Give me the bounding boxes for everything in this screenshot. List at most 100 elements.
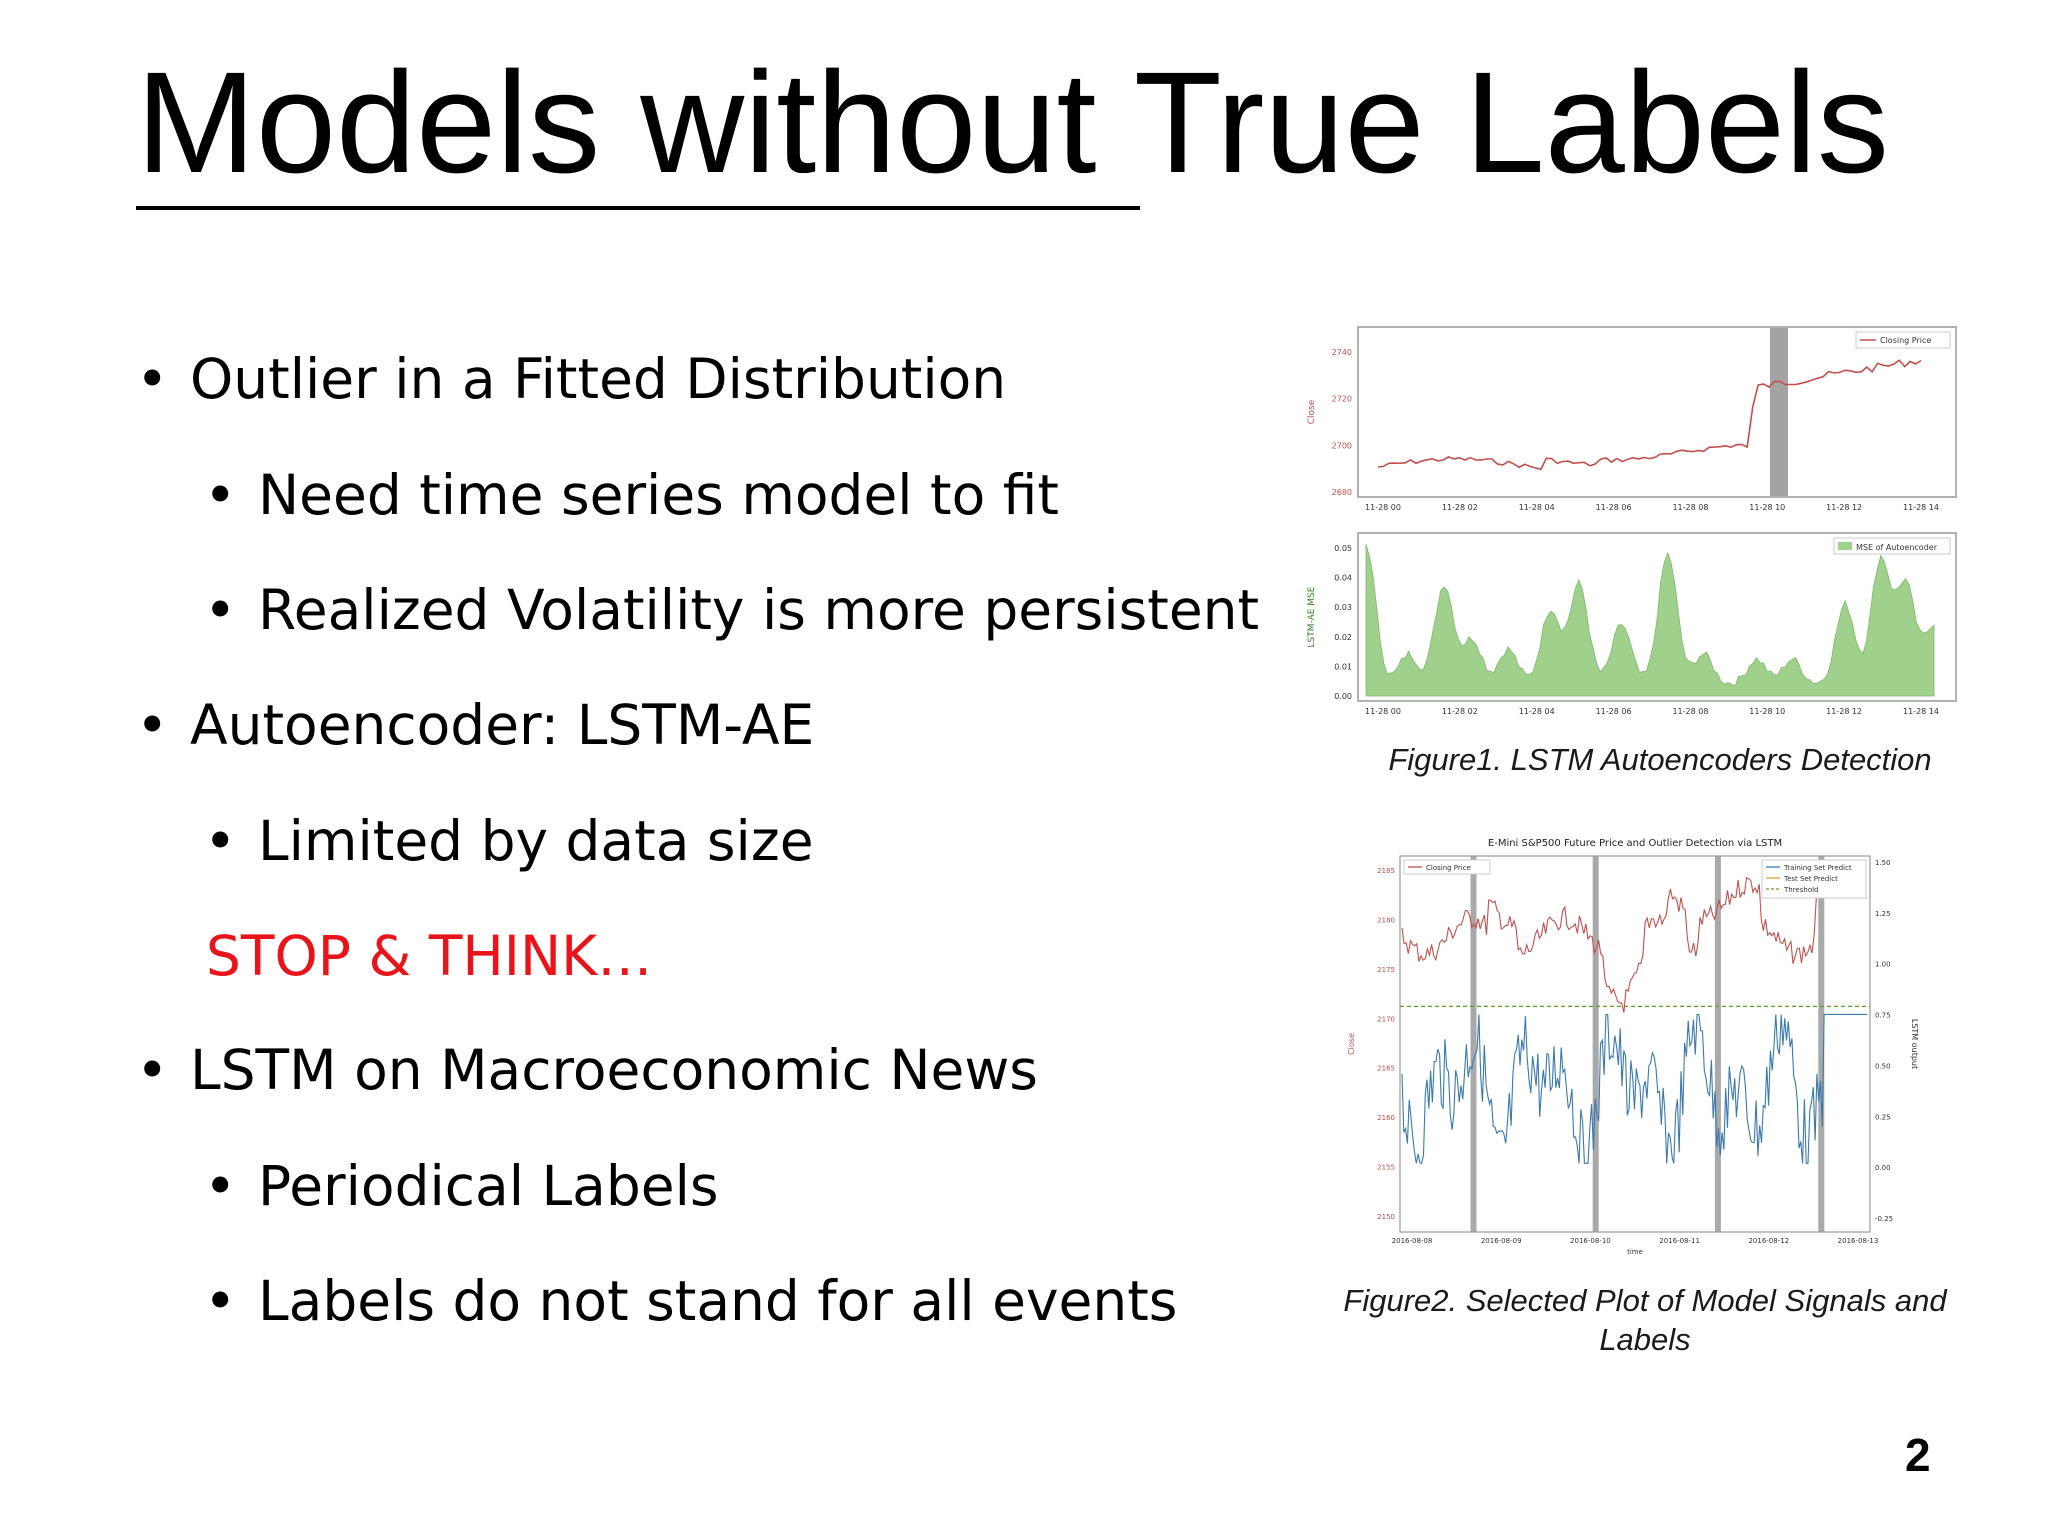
chart-title: E-Mini S&P500 Future Price and Outlier D… [1488,838,1782,849]
legend-label: MSE of Autoencoder [1856,543,1938,552]
legend-label: Training Set Predict [1783,864,1852,872]
x-tick-label: 2016-08-13 [1838,1237,1879,1245]
y-tick-label: 2740 [1332,348,1352,357]
bullet-text: Outlier in a Fitted Distribution [190,347,1007,411]
bullet-dot-icon: • [204,578,237,642]
y-tick-label: 2680 [1332,488,1352,497]
y-tick-label-left: 2150 [1377,1213,1395,1221]
y-tick-label-right: 0.25 [1875,1113,1891,1121]
label-band [1818,856,1825,1232]
x-tick-label: 11-28 04 [1519,707,1555,716]
slide-title: Models without True Labels [136,42,1889,203]
bullet-dot-icon: • [204,1269,237,1333]
figure1-caption: Figure1. LSTM Autoencoders Detection [1388,742,1932,777]
label-band [1714,856,1721,1232]
x-tick-label: 2016-08-09 [1481,1237,1522,1245]
legend-box [1855,331,1951,349]
figure1-image: 2740 2720 2700 2680 Close Closing Price 11-28 … [1300,305,2020,735]
bullet-text: Periodical Labels [258,1154,719,1218]
title-underline [136,206,1140,210]
bullet-dot-icon: • [136,693,169,757]
legend-label: Closing Price [1880,336,1931,345]
figure2-image: E-Mini S&P500 Future Price and Outlier D… [1340,832,1950,1270]
bullet-item: • Autoencoder: LSTM-AE [136,698,814,753]
y-tick-label: 2700 [1332,441,1352,450]
x-tick-label: 11-28 02 [1442,503,1478,512]
y-tick-label-right: 1.25 [1875,910,1891,918]
legend-label: Test Set Predict [1783,875,1838,883]
legend-label: Threshold [1783,886,1819,894]
bullet-item: • Periodical Labels [204,1159,719,1214]
bullet-text: Labels do not stand for all events [258,1269,1178,1333]
y-tick-label-right: 0.00 [1875,1164,1891,1172]
legend-swatch [1838,542,1852,550]
plot-frame [1399,855,1871,1233]
y-tick-label-left: 2180 [1377,916,1395,924]
bullet-item: • Limited by data size [204,814,814,869]
bullet-item: • Realized Volatility is more persistent [204,583,1259,638]
y-tick-label: 0.04 [1334,574,1352,583]
y-axis-label: Close [1307,399,1317,424]
x-tick-label: 2016-08-10 [1570,1237,1611,1245]
x-tick-label: 11-28 14 [1903,707,1939,716]
x-tick-label: 11-28 00 [1365,503,1401,512]
bullet-item: • Need time series model to fit [204,468,1059,523]
figure2-svg: E-Mini S&P500 Future Price and Outlier D… [1347,838,1919,1256]
x-tick-label: 11-28 06 [1596,503,1632,512]
bullet-dot-icon: • [136,347,169,411]
y-tick-label: 0.01 [1334,662,1352,671]
y-tick-label: 0.05 [1334,544,1352,553]
y-tick-label: 0.02 [1334,633,1352,642]
x-tick-label: 11-28 06 [1596,707,1632,716]
y-tick-label-left: 2175 [1377,966,1395,974]
x-tick-label: 2016-08-08 [1392,1237,1433,1245]
x-tick-label: 2016-08-11 [1659,1237,1700,1245]
figure1-svg: 2740 2720 2700 2680 Close Closing Price 11-28 … [1307,326,1957,716]
bullet-item: • Outlier in a Fitted Distribution [136,352,1006,407]
closing-price-line [1401,876,1867,1013]
y-tick-label-left: 2160 [1377,1114,1395,1122]
legend-box-right [1761,859,1867,899]
y-tick-label-right: 0.50 [1875,1062,1891,1070]
bottom-plot-frame [1357,532,1957,702]
y-tick-label: 0.03 [1334,603,1352,612]
figure2-caption-line1: Figure2. Selected Plot of Model Signals … [1343,1283,1947,1318]
bullet-text: Autoencoder: LSTM-AE [190,693,815,757]
x-tick-label: 11-28 10 [1749,503,1785,512]
x-tick-label: 11-28 04 [1519,503,1555,512]
x-tick-label: 2016-08-12 [1748,1237,1789,1245]
y-tick-label-right: 1.50 [1875,859,1891,867]
legend-box-left [1403,859,1491,875]
stop-and-think-note: STOP & THINK… [206,924,653,988]
y-tick-label: 0.00 [1334,692,1352,701]
x-tick-label: 11-28 08 [1672,707,1708,716]
y-tick-label-left: 2155 [1377,1164,1395,1172]
y-axis-label: LSTM-AE MSE [1307,586,1317,647]
anomaly-band [1770,328,1788,496]
y-tick-label-right: -0.25 [1875,1215,1893,1223]
top-plot-frame [1357,326,1957,498]
mse-area [1365,544,1935,697]
y-tick-label-left: 2185 [1377,867,1395,875]
y-tick-label-left: 2165 [1377,1065,1395,1073]
page-number: 2 [1905,1429,1931,1481]
bullet-dot-icon: • [204,1154,237,1218]
bullet-text: Limited by data size [258,809,814,873]
bullet-text: Need time series model to fit [258,463,1059,527]
x-tick-label: 11-28 12 [1826,503,1862,512]
bullet-dot-icon: • [204,809,237,873]
lstm-output-line [1401,1013,1867,1165]
x-tick-label: 11-28 14 [1903,503,1939,512]
x-tick-label: 11-28 02 [1442,707,1478,716]
legend-box [1833,537,1951,555]
x-tick-label: 11-28 12 [1826,707,1862,716]
x-axis-label: time [1627,1248,1643,1256]
y-tick-label: 2720 [1332,395,1352,404]
bullet-text: Realized Volatility is more persistent [258,578,1260,642]
closing-price-line [1377,359,1922,471]
bullet-item: • Labels do not stand for all events [204,1274,1177,1329]
bullet-dot-icon: • [136,1038,169,1102]
y-axis-label-left: Close [1347,1033,1356,1055]
y-tick-label-left: 2170 [1377,1015,1395,1023]
